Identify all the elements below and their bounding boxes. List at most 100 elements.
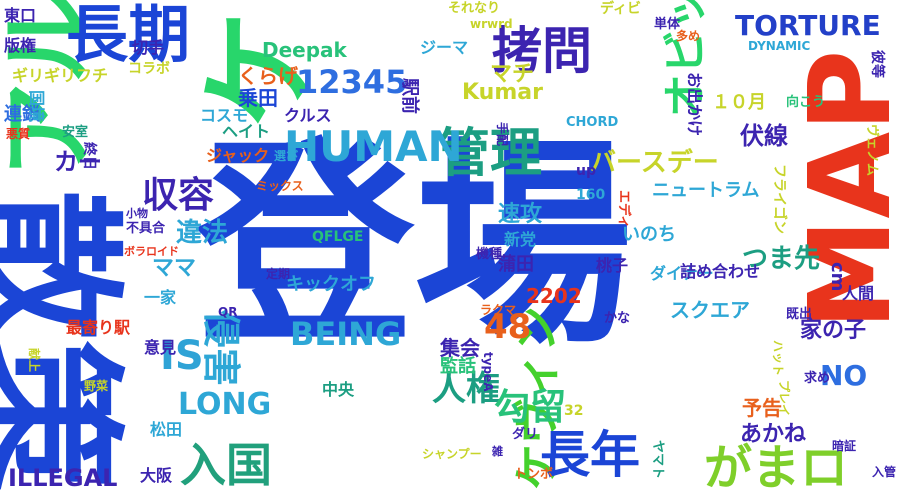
word-kickoff: キックオフ (286, 274, 376, 295)
word-inochi: いのち (622, 224, 676, 245)
word-hat: ハット (771, 340, 785, 377)
word-anshou: 暗証 (832, 439, 857, 453)
word-shujitsu: 終日 (81, 142, 97, 170)
word-rakuma: ラクマ (480, 303, 517, 317)
word-kanwa: 監話 (440, 356, 476, 377)
word-kamata: 蒲田 (498, 254, 534, 275)
word-koryu: 勾留 (494, 387, 567, 428)
word-motome: 求め (804, 371, 831, 386)
word-dari: ダリ (512, 427, 539, 442)
word-kana: かな (604, 311, 631, 326)
word-yasai: 野菜 (84, 379, 109, 393)
word-polaroid: ボラロイド (124, 245, 179, 258)
word-rensa: 連鎖 (4, 104, 40, 125)
word-qr: QR (218, 305, 238, 319)
word-teiki: 定期 (266, 267, 291, 281)
word-tantai: 単体 (654, 17, 681, 32)
word-nyukan: 入管 (872, 465, 897, 479)
word-no: NO (820, 359, 868, 392)
word-48: 48 (484, 307, 532, 347)
word-norita: 乗田 (238, 86, 278, 110)
word-play: プレイ (777, 380, 791, 417)
word-dynamic: DYNAMIC (748, 39, 811, 53)
word-akane: あかね (740, 422, 807, 447)
word-kurage: くらげ (238, 64, 298, 88)
word-jack: ジャック (206, 146, 270, 165)
word-kurusu: クルス (284, 106, 332, 125)
word-deepak: Deepak (262, 38, 347, 62)
word-typea: typeA (481, 352, 495, 392)
word-karera: 彼等 (869, 50, 885, 78)
word-kokkyo: 国境 (27, 90, 46, 123)
word-jugatsu: １０月 (712, 92, 766, 113)
word-hate: ヘイト (222, 122, 271, 141)
word-chord: CHORD (566, 115, 619, 130)
word-cosmo: コスモ (200, 106, 249, 125)
word-nyukoku: 入国 (180, 438, 272, 492)
word-ikka: 一家 (144, 288, 177, 307)
word-kishu: 機種 (476, 247, 503, 262)
word-sansaku: 散策 (0, 190, 134, 491)
word-is: IS (160, 333, 204, 379)
word-cm: cm (827, 262, 848, 292)
word-chonen: 長年 (540, 426, 640, 484)
word-car: カー (54, 148, 102, 176)
word-zatsu: 雑 (492, 445, 503, 458)
word-tojo: 登場 (196, 120, 632, 373)
word-square: スクエア (670, 298, 750, 322)
word-collab: コラボ (128, 61, 170, 77)
word-komono: 小物 (126, 207, 148, 220)
word-kishutsu: 既出 (786, 307, 813, 322)
word-birthday: バースデー (590, 148, 719, 178)
word-eddie: エディ (616, 190, 631, 229)
word-being: BEING (290, 315, 402, 353)
word-girigirifuchi: ギリギリフチ (12, 66, 109, 85)
word-tsumeawase: 詰め合わせ (680, 262, 761, 281)
word-kanri: 管理 (438, 124, 543, 184)
word-shingai: 侵害 (199, 310, 243, 387)
word-flygon: フライゴン (771, 164, 787, 234)
word-tehai: 手配 (495, 122, 509, 147)
word-mix: ミックス (256, 179, 304, 193)
word-shukai: 集会 (440, 336, 480, 360)
word-human: HUMAN (284, 122, 463, 171)
word-ienoko: 家の子 (800, 318, 867, 343)
word-ningen: 人間 (842, 284, 875, 303)
word-160: 160 (576, 187, 606, 203)
word-sorenari: それなり (448, 1, 501, 16)
word-osaka: 大阪 (140, 466, 173, 485)
word-machi: マチ (490, 62, 535, 87)
word-dibi: ディビ (600, 1, 642, 17)
word-shinto: 新党 (504, 230, 537, 249)
word-akushitsu: 悪質 (6, 127, 31, 141)
word-momoko: 桃子 (596, 256, 629, 275)
word-amuro: 安室 (62, 125, 89, 140)
word-matsuda: 松田 (150, 420, 183, 439)
word-2202: 2202 (526, 284, 582, 308)
word-yokoku: 予告 (742, 396, 782, 420)
word-tsumasaki: つま先 (742, 244, 821, 274)
word-venom: ヴェノム (864, 124, 879, 177)
word-higashiguchi: 東口 (4, 6, 37, 25)
word-tonbo: トンボ (514, 467, 554, 482)
word-ekimae: 駅前 (399, 78, 420, 114)
word-12345: 12345 (296, 63, 408, 101)
word-newtram: ニュートラム (652, 180, 760, 201)
word-ihou: 違法 (176, 218, 229, 248)
word-qflge: QFLGE (312, 229, 364, 245)
word-diner: ダイナー (650, 264, 714, 283)
word-fukusen: 伏線 (740, 122, 788, 150)
word-shampoo: シャンプー (422, 447, 482, 461)
word-wrwrd: wrwrd (470, 17, 513, 31)
word-yamato: ヤマト (650, 440, 665, 480)
word-fuguai: 不具合 (126, 221, 166, 236)
word-gamaguchi: がまロ (704, 440, 849, 496)
word-32: 32 (564, 403, 584, 419)
word-mama: ママ (152, 256, 197, 281)
word-hanken: 版権 (4, 36, 37, 55)
word-long: LONG (178, 387, 272, 422)
word-choki: 長期 (66, 0, 191, 71)
word-erabi: 選び (274, 149, 299, 163)
word-jinken: 人権 (432, 369, 500, 409)
